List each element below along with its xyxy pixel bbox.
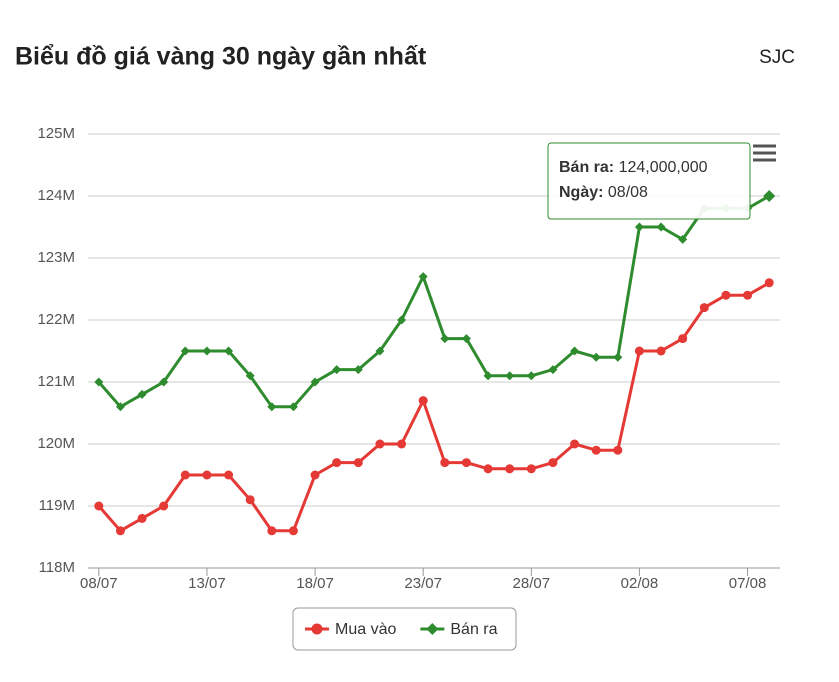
circle-marker (613, 445, 623, 455)
legend-box (292, 607, 517, 651)
diamond-marker (461, 334, 471, 344)
circle-marker (483, 464, 493, 474)
diamond-marker (634, 222, 644, 232)
x-tick-label: 02/08 (621, 575, 659, 592)
x-tick-label: 07/08 (729, 575, 767, 592)
circle-marker (180, 470, 190, 480)
y-tick-label: 124M (37, 187, 75, 204)
circle-marker (699, 303, 709, 313)
circle-marker (375, 439, 385, 449)
y-tick-label: 122M (37, 311, 75, 328)
diamond-marker (678, 234, 688, 244)
diamond-marker (94, 377, 104, 387)
tooltip-label: Bán ra: (559, 159, 614, 176)
tooltip-value: 124,000,000 (619, 159, 708, 176)
circle-marker (397, 439, 407, 449)
diamond-marker (505, 371, 515, 381)
diamond-marker (570, 346, 580, 356)
circle-marker (202, 470, 212, 480)
x-tick-label: 23/07 (404, 575, 442, 592)
chart-title: Biểu đồ giá vàng 30 ngày gần nhất (15, 43, 427, 71)
x-tick-label: 13/07 (188, 575, 226, 592)
y-tick-label: 118M (39, 559, 75, 576)
menu-button[interactable] (750, 143, 778, 163)
circle-marker (332, 458, 342, 468)
circle-marker (115, 526, 125, 536)
circle-marker (245, 495, 255, 505)
tooltip-line: Bán ra: 124,000,000 (559, 159, 708, 176)
diamond-marker (526, 371, 536, 381)
diamond-marker (224, 346, 234, 356)
circle-marker (505, 464, 515, 474)
circle-marker (224, 470, 234, 480)
diamond-marker (115, 402, 125, 412)
circle-marker (137, 513, 147, 523)
legend-symbol (426, 623, 439, 635)
diamond-marker (656, 222, 666, 232)
y-tick-label: 121M (37, 373, 75, 390)
diamond-marker (288, 402, 298, 412)
x-tick-label: 18/07 (296, 575, 334, 592)
circle-marker (764, 278, 774, 288)
circle-marker (548, 458, 558, 468)
series-line (97, 194, 770, 409)
tooltip-box (547, 142, 751, 220)
circle-marker (94, 501, 104, 511)
diamond-marker (591, 352, 601, 362)
diamond-marker (310, 377, 320, 387)
circle-marker (526, 464, 536, 474)
circle-marker (743, 290, 753, 300)
circle-marker (656, 346, 666, 356)
circle-marker (591, 445, 601, 455)
y-tick-label: 120M (37, 435, 75, 452)
diamond-marker (613, 352, 623, 362)
diamond-marker (332, 365, 342, 375)
circle-marker (461, 458, 471, 468)
circle-marker (440, 458, 450, 468)
tooltip: Bán ra: 124,000,000 Ngày: 08/08 (547, 142, 751, 220)
tooltip-value: 08/08 (608, 184, 648, 201)
x-tick-label: 08/07 (80, 575, 118, 592)
tooltip-label: Ngày: (559, 184, 603, 201)
circle-marker (159, 501, 169, 511)
diamond-marker (159, 377, 169, 387)
circle-marker (267, 526, 277, 536)
diamond-marker (397, 315, 407, 325)
circle-marker (721, 290, 731, 300)
diamond-marker (202, 346, 212, 356)
circle-marker (678, 334, 688, 344)
diamond-marker (763, 190, 776, 202)
diamond-marker (375, 346, 385, 356)
diamond-marker (137, 389, 147, 399)
diamond-marker (483, 371, 493, 381)
chart-subtitle: SJC (759, 47, 795, 68)
tooltip-line: Ngày: 08/08 (559, 184, 648, 201)
diamond-marker (548, 365, 558, 375)
x-tick-label: 28/07 (513, 575, 551, 592)
diamond-marker (440, 334, 450, 344)
diamond-marker (418, 272, 428, 282)
circle-marker (353, 458, 363, 468)
legend-symbol (311, 623, 323, 635)
circle-marker (310, 470, 320, 480)
legend-label: Mua vào (335, 621, 396, 638)
diamond-marker (267, 402, 277, 412)
legend: Mua vào Bán ra (292, 607, 517, 651)
diamond-marker (353, 365, 363, 375)
y-tick-label: 123M (37, 249, 75, 266)
circle-marker (418, 396, 428, 406)
legend-label: Bán ra (450, 621, 497, 638)
circle-marker (288, 526, 298, 536)
y-tick-label: 125M (37, 125, 75, 142)
diamond-marker (245, 371, 255, 381)
diamond-marker (180, 346, 190, 356)
y-tick-label: 119M (39, 497, 75, 514)
circle-marker (570, 439, 580, 449)
circle-marker (634, 346, 644, 356)
